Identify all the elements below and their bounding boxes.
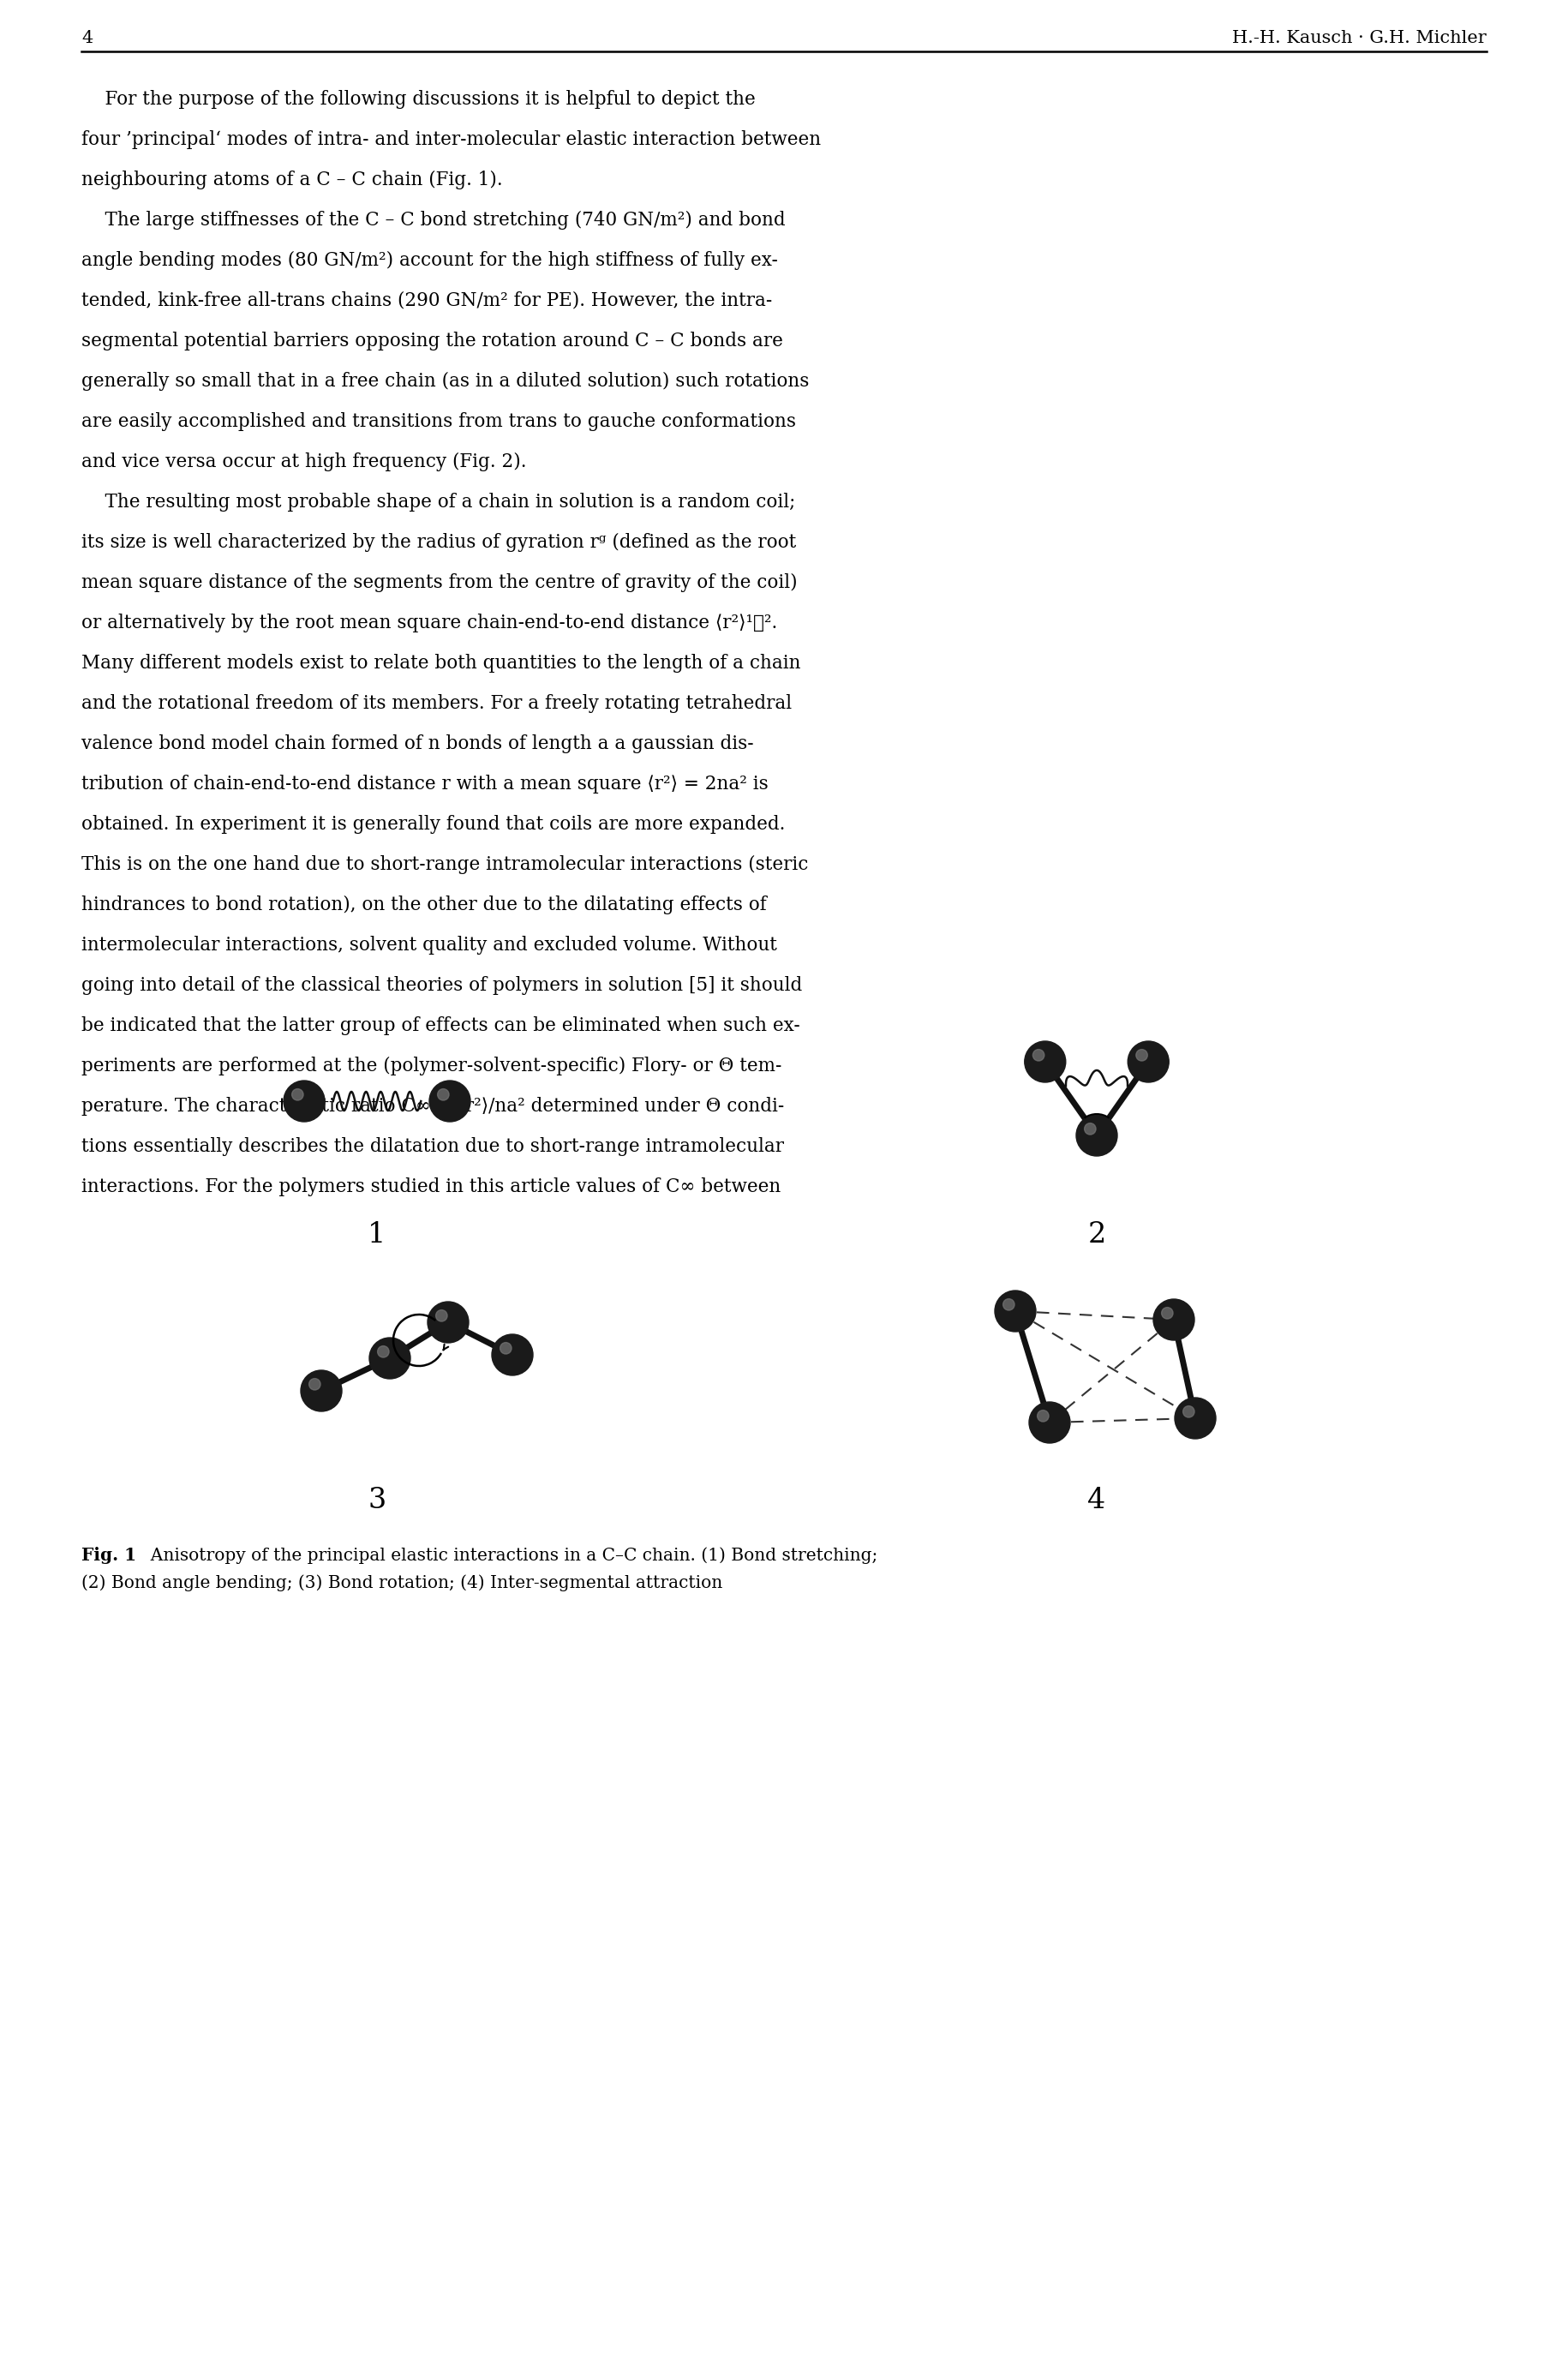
Circle shape	[370, 1339, 411, 1379]
Text: neighbouring atoms of a C – C chain (Fig. 1).: neighbouring atoms of a C – C chain (Fig…	[82, 171, 503, 190]
Text: valence bond model chain formed of n bonds of length a a gaussian dis-: valence bond model chain formed of n bon…	[82, 735, 754, 754]
Text: are easily accomplished and transitions from trans to gauche conformations: are easily accomplished and transitions …	[82, 411, 797, 430]
Circle shape	[1162, 1308, 1173, 1320]
Circle shape	[1154, 1298, 1195, 1341]
Text: perature. The characteristic ratio C∞ = ⟨r²⟩/na² determined under Θ condi-: perature. The characteristic ratio C∞ = …	[82, 1096, 784, 1115]
Text: intermolecular interactions, solvent quality and excluded volume. Without: intermolecular interactions, solvent qua…	[82, 937, 778, 954]
Text: (2) Bond angle bending; (3) Bond rotation; (4) Inter-segmental attraction: (2) Bond angle bending; (3) Bond rotatio…	[82, 1574, 723, 1591]
Text: The resulting most probable shape of a chain in solution is a random coil;: The resulting most probable shape of a c…	[82, 492, 795, 511]
Text: interactions. For the polymers studied in this article values of C∞ between: interactions. For the polymers studied i…	[82, 1177, 781, 1196]
Text: H.-H. Kausch · G.H. Michler: H.-H. Kausch · G.H. Michler	[1232, 31, 1486, 45]
Circle shape	[1029, 1403, 1071, 1443]
Text: 3: 3	[368, 1486, 386, 1515]
Circle shape	[994, 1291, 1036, 1332]
Circle shape	[1024, 1042, 1066, 1082]
Text: 4: 4	[82, 31, 93, 45]
Text: hindrances to bond rotation), on the other due to the dilatating effects of: hindrances to bond rotation), on the oth…	[82, 897, 767, 916]
Circle shape	[378, 1346, 389, 1358]
Text: or alternatively by the root mean square chain-end-to-end distance ⟨r²⟩¹ᐟ².: or alternatively by the root mean square…	[82, 614, 778, 633]
Text: 1: 1	[368, 1222, 386, 1248]
Circle shape	[1135, 1049, 1148, 1061]
Text: The large stiffnesses of the C – C bond stretching (740 GN/m²) and bond: The large stiffnesses of the C – C bond …	[82, 212, 786, 231]
Circle shape	[1085, 1122, 1096, 1134]
Text: Fig. 1: Fig. 1	[82, 1546, 136, 1565]
Text: mean square distance of the segments from the centre of gravity of the coil): mean square distance of the segments fro…	[82, 573, 798, 592]
Text: its size is well characterized by the radius of gyration rᵍ (defined as the root: its size is well characterized by the ra…	[82, 533, 797, 552]
Circle shape	[437, 1089, 448, 1101]
Circle shape	[1004, 1298, 1014, 1310]
Text: tended, kink-free all-trans chains (290 GN/m² for PE). However, the intra-: tended, kink-free all-trans chains (290 …	[82, 292, 771, 309]
Circle shape	[1038, 1410, 1049, 1422]
Text: tions essentially describes the dilatation due to short-range intramolecular: tions essentially describes the dilatati…	[82, 1137, 784, 1156]
Text: generally so small that in a free chain (as in a diluted solution) such rotation: generally so small that in a free chain …	[82, 371, 809, 390]
Circle shape	[301, 1370, 342, 1413]
Text: angle bending modes (80 GN/m²) account for the high stiffness of fully ex-: angle bending modes (80 GN/m²) account f…	[82, 252, 778, 271]
Circle shape	[1174, 1398, 1215, 1439]
Text: and the rotational freedom of its members. For a freely rotating tetrahedral: and the rotational freedom of its member…	[82, 694, 792, 713]
Circle shape	[492, 1334, 533, 1374]
Text: 2: 2	[1088, 1222, 1105, 1248]
Circle shape	[1076, 1115, 1118, 1156]
Text: Many different models exist to relate both quantities to the length of a chain: Many different models exist to relate bo…	[82, 654, 801, 673]
Text: tribution of chain-end-to-end distance r with a mean square ⟨r²⟩ = 2na² is: tribution of chain-end-to-end distance r…	[82, 775, 768, 794]
Circle shape	[292, 1089, 303, 1101]
Circle shape	[1127, 1042, 1168, 1082]
Circle shape	[1033, 1049, 1044, 1061]
Circle shape	[500, 1344, 511, 1353]
Text: This is on the one hand due to short-range intramolecular interactions (steric: This is on the one hand due to short-ran…	[82, 856, 809, 875]
Circle shape	[1182, 1405, 1195, 1417]
Circle shape	[430, 1080, 470, 1122]
Text: For the purpose of the following discussions it is helpful to depict the: For the purpose of the following discuss…	[82, 90, 756, 109]
Text: Anisotropy of the principal elastic interactions in a C–C chain. (1) Bond stretc: Anisotropy of the principal elastic inte…	[140, 1546, 878, 1565]
Circle shape	[428, 1301, 469, 1344]
Text: be indicated that the latter group of effects can be eliminated when such ex-: be indicated that the latter group of ef…	[82, 1015, 800, 1034]
Text: periments are performed at the (polymer-solvent-specific) Flory- or Θ tem-: periments are performed at the (polymer-…	[82, 1056, 782, 1075]
Text: obtained. In experiment it is generally found that coils are more expanded.: obtained. In experiment it is generally …	[82, 816, 786, 835]
Text: and vice versa occur at high frequency (Fig. 2).: and vice versa occur at high frequency (…	[82, 452, 527, 471]
Text: segmental potential barriers opposing the rotation around C – C bonds are: segmental potential barriers opposing th…	[82, 331, 782, 350]
Text: 4: 4	[1088, 1486, 1105, 1515]
Text: four ’principal‘ modes of intra- and inter-molecular elastic interaction between: four ’principal‘ modes of intra- and int…	[82, 131, 822, 150]
Circle shape	[436, 1310, 447, 1322]
Circle shape	[309, 1379, 320, 1391]
Circle shape	[284, 1080, 325, 1122]
Text: going into detail of the classical theories of polymers in solution [5] it shoul: going into detail of the classical theor…	[82, 975, 803, 994]
